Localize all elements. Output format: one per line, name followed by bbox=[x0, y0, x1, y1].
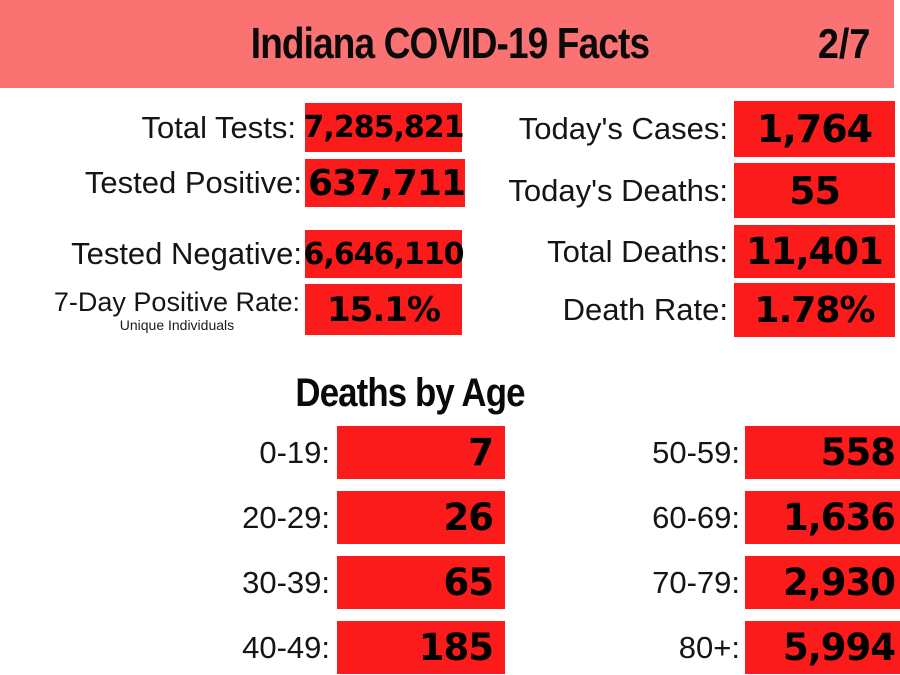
age-label-30-39: 30-39: bbox=[242, 564, 330, 600]
stat-value-text: 1.78% bbox=[754, 289, 876, 331]
stat-label-total-deaths: Total Deaths: bbox=[547, 233, 728, 269]
stat-label-text: 7-Day Positive Rate: bbox=[53, 287, 300, 317]
deaths-by-age-title: Deaths by Age bbox=[295, 370, 525, 415]
stat-label-positive-rate: 7-Day Positive Rate: Unique Individuals bbox=[54, 287, 300, 333]
stat-value-positive-rate: 15.1% bbox=[305, 284, 462, 335]
stat-sublabel-text: Unique Individuals bbox=[119, 317, 235, 333]
age-value-text: 5,994 bbox=[782, 626, 896, 669]
stat-value-text: 1,764 bbox=[756, 107, 873, 151]
stat-value-text: 15.1% bbox=[327, 289, 441, 330]
age-label-0-19: 0-19: bbox=[259, 434, 330, 470]
stat-value-total-tests: 7,285,821 bbox=[303, 103, 465, 152]
age-label-40-49: 40-49: bbox=[242, 629, 330, 665]
age-label-50-59: 50-59: bbox=[652, 434, 740, 470]
page-indicator: 2/7 bbox=[817, 20, 870, 67]
age-value-80-plus: 5,994 bbox=[745, 621, 900, 674]
age-label-20-29: 20-29: bbox=[242, 499, 330, 535]
stat-value-text: 55 bbox=[789, 168, 841, 213]
age-value-70-79: 2,930 bbox=[745, 556, 900, 609]
stat-label-todays-cases: Today's Cases: bbox=[518, 111, 728, 146]
age-value-40-49: 185 bbox=[337, 621, 505, 674]
stat-value-tested-negative: 6,646,110 bbox=[303, 230, 465, 278]
age-label-70-79: 70-79: bbox=[652, 564, 740, 600]
age-value-text: 1,636 bbox=[782, 496, 896, 539]
page-title: Indiana COVID-19 Facts bbox=[250, 19, 650, 68]
stat-label-death-rate: Death Rate: bbox=[562, 292, 728, 327]
age-value-50-59: 558 bbox=[745, 426, 900, 479]
stat-label-todays-deaths: Today's Deaths: bbox=[508, 172, 728, 208]
stat-value-text: 7,285,821 bbox=[303, 110, 465, 145]
stat-value-death-rate: 1.78% bbox=[734, 283, 895, 337]
age-value-text: 185 bbox=[418, 626, 494, 669]
age-value-text: 26 bbox=[443, 496, 494, 539]
stat-label-tested-positive: Tested Positive: bbox=[84, 165, 302, 200]
header-banner: Indiana COVID-19 Facts 2/7 bbox=[0, 0, 894, 88]
stat-value-total-deaths: 11,401 bbox=[734, 225, 895, 278]
stat-value-text: 11,401 bbox=[746, 230, 884, 273]
stat-value-tested-positive: 637,711 bbox=[305, 159, 466, 207]
stat-value-todays-cases: 1,764 bbox=[734, 101, 895, 157]
stat-value-text: 637,711 bbox=[308, 162, 466, 204]
age-value-text: 2,930 bbox=[782, 561, 896, 604]
stat-label-total-tests: Total Tests: bbox=[141, 109, 296, 145]
age-value-text: 65 bbox=[443, 561, 494, 604]
stat-value-text: 6,646,110 bbox=[303, 236, 465, 272]
age-value-30-39: 65 bbox=[337, 556, 505, 609]
stat-label-tested-negative: Tested Negative: bbox=[71, 236, 302, 271]
age-value-60-69: 1,636 bbox=[745, 491, 900, 544]
age-value-20-29: 26 bbox=[337, 491, 505, 544]
age-value-text: 7 bbox=[468, 431, 494, 474]
stat-value-todays-deaths: 55 bbox=[734, 163, 895, 218]
age-value-0-19: 7 bbox=[337, 426, 505, 479]
age-label-60-69: 60-69: bbox=[652, 499, 740, 535]
age-value-text: 558 bbox=[820, 431, 896, 474]
age-label-80-plus: 80+: bbox=[678, 629, 740, 665]
